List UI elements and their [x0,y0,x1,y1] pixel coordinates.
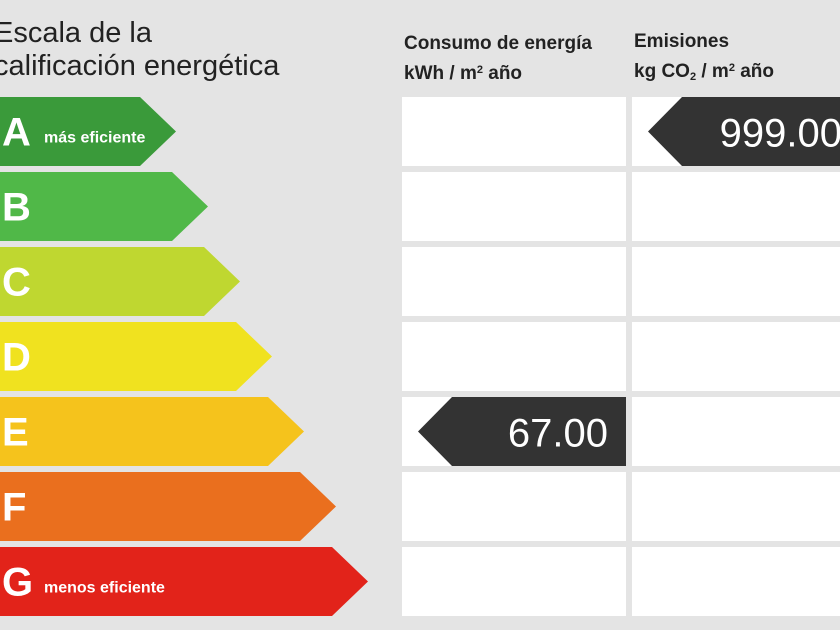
emisiones-header: Emisiones kg CO2 / m2 año [634,28,774,91]
grade-arrow-c [0,247,240,316]
emisiones-cell-d [632,322,840,391]
grade-arrow-g [0,547,368,616]
grade-letter-d: D [2,336,31,380]
emisiones-cell-c [632,247,840,316]
consumo-cell-c [402,247,626,316]
grade-label-a: más eficiente [44,130,145,147]
consumo-marker [418,397,626,466]
grade-letter-f: F [2,486,26,530]
emisiones-cell-f [632,472,840,541]
chart-title: Escala de la calificación energética [0,17,279,83]
consumo-cell-a [402,97,626,166]
consumo-cell-b [402,172,626,241]
grade-arrow-e [0,397,304,466]
emisiones-cell-e [632,397,840,466]
consumo-value: 67.00 [508,412,608,456]
consumo-cell-g [402,547,626,616]
grade-letter-e: E [2,411,29,455]
grade-arrow-a [0,97,176,166]
emisiones-cell-g [632,547,840,616]
grade-arrow-f [0,472,336,541]
grade-letter-a: A [2,111,31,155]
consumo-cell-d [402,322,626,391]
consumo-title: Consumo de energía [404,33,592,54]
title-line-2: calificación energética [0,50,280,82]
grade-arrow-d [0,322,272,391]
consumo-cell-f [402,472,626,541]
grade-letter-c: C [2,261,31,305]
emisiones-unit: kg CO2 / m2 año [634,61,774,83]
grade-label-g: menos eficiente [44,580,165,597]
emisiones-title: Emisiones [634,31,730,52]
grade-arrow-b [0,172,208,241]
emisiones-value: 999.00 [720,112,840,156]
grade-letter-b: B [2,186,31,230]
consumo-unit: kWh / m2 año [404,63,523,84]
grade-letter-g: G [2,561,33,605]
emisiones-marker [648,97,840,166]
title-line-1: Escala de la [0,17,152,49]
consumo-header: Consumo de energía kWh / m2 año [404,30,592,87]
emisiones-cell-b [632,172,840,241]
